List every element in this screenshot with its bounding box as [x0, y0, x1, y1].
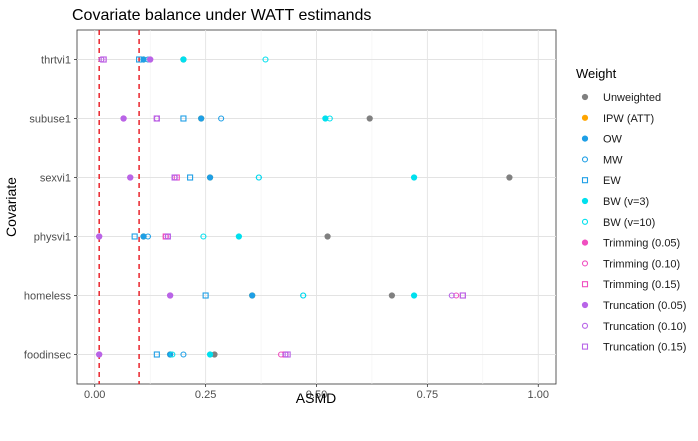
data-point [235, 233, 242, 240]
reference-lines [98, 30, 140, 384]
data-point [120, 115, 127, 122]
data-point [249, 292, 256, 299]
data-point [284, 351, 291, 358]
legend-label: Trimming (0.05) [603, 238, 680, 250]
data-point [206, 174, 214, 181]
data-point [147, 56, 154, 63]
data-point [388, 292, 395, 299]
legend-key [581, 281, 589, 288]
legend-key [581, 239, 589, 246]
y-axis: thrtvi1 subuse1 sexvi1 physvi1 homeless foodi… [24, 55, 77, 362]
data-point [127, 174, 134, 181]
x-tick-label: 1.00 [528, 389, 549, 401]
data-point [410, 174, 418, 181]
legend-label: Trimming (0.10) [603, 258, 680, 270]
legend-key [581, 301, 589, 309]
legend: Weight Unweighted IPW (ATT) OW MW EW BW (v=3)… [576, 66, 686, 354]
legend-items: Unweighted IPW (ATT) OW MW EW BW (v=3) BW (v=1… [581, 92, 686, 354]
data-point [324, 233, 331, 240]
y-axis-title: Covariate [3, 177, 19, 237]
data-point [153, 351, 160, 358]
legend-label: IPW (ATT) [603, 113, 654, 125]
data-point [218, 115, 225, 122]
legend-label: MW [603, 154, 623, 166]
data-points [96, 56, 513, 358]
data-point [167, 292, 174, 299]
x-axis: 0.00 0.25 0.50 0.75 1.00 [84, 384, 549, 401]
legend-label: OW [603, 134, 623, 146]
data-point [164, 233, 171, 240]
x-axis-title: ASMD [296, 390, 336, 406]
x-tick-label: 0.00 [84, 389, 105, 401]
data-point [300, 292, 307, 299]
legend-key [581, 218, 589, 225]
y-tick-label: homeless [24, 291, 72, 303]
data-point [506, 174, 513, 181]
data-point [140, 233, 147, 240]
data-point [326, 115, 333, 122]
legend-label: BW (v=10) [603, 217, 655, 229]
data-point [187, 174, 194, 181]
legend-key [581, 93, 589, 101]
legend-label: Truncation (0.10) [603, 321, 686, 333]
y-tick-label: physvi1 [34, 232, 71, 244]
data-point [448, 292, 455, 299]
data-point [131, 233, 138, 240]
x-tick-label: 0.25 [195, 389, 216, 401]
legend-label: EW [603, 175, 621, 187]
x-tick-label: 0.50 [306, 389, 327, 401]
data-point [198, 115, 205, 122]
data-point [180, 56, 187, 63]
data-point [255, 174, 262, 181]
data-point [322, 115, 329, 122]
data-point [136, 56, 143, 63]
data-point [206, 351, 214, 358]
y-tick-label: subuse1 [29, 114, 71, 126]
data-point [100, 56, 107, 63]
data-point [180, 115, 187, 122]
legend-key [581, 156, 589, 163]
legend-key [581, 135, 589, 142]
data-point [277, 351, 285, 358]
data-point [144, 233, 152, 240]
chart-title: Covariate balance under WATT estimands [72, 7, 371, 24]
data-point [200, 233, 207, 240]
data-point [459, 292, 466, 299]
data-point [96, 233, 103, 240]
legend-title: Weight [576, 66, 617, 81]
legend-key [581, 177, 589, 184]
legend-key [581, 260, 589, 267]
data-point [366, 115, 373, 122]
data-point [153, 115, 160, 122]
legend-key [581, 197, 589, 205]
legend-label: Truncation (0.05) [603, 300, 686, 312]
data-point [169, 351, 176, 358]
legend-key [581, 322, 589, 329]
data-point [180, 351, 187, 358]
data-point [262, 56, 269, 63]
x-tick-label: 0.75 [417, 389, 438, 401]
data-point [96, 351, 103, 358]
plot-panel [76, 29, 557, 385]
y-tick-label: foodinsec [24, 350, 72, 362]
legend-label: Truncation (0.15) [603, 342, 686, 354]
data-point [453, 292, 460, 299]
data-point [202, 292, 209, 299]
grid-lines [77, 30, 556, 384]
legend-key [581, 114, 589, 121]
data-point [171, 174, 178, 181]
y-tick-label: sexvi1 [40, 173, 71, 185]
legend-key [581, 343, 589, 350]
legend-label: Unweighted [603, 92, 661, 104]
data-point [410, 292, 418, 299]
legend-label: Trimming (0.15) [603, 279, 680, 291]
legend-label: BW (v=3) [603, 196, 649, 208]
y-tick-label: thrtvi1 [41, 55, 71, 67]
